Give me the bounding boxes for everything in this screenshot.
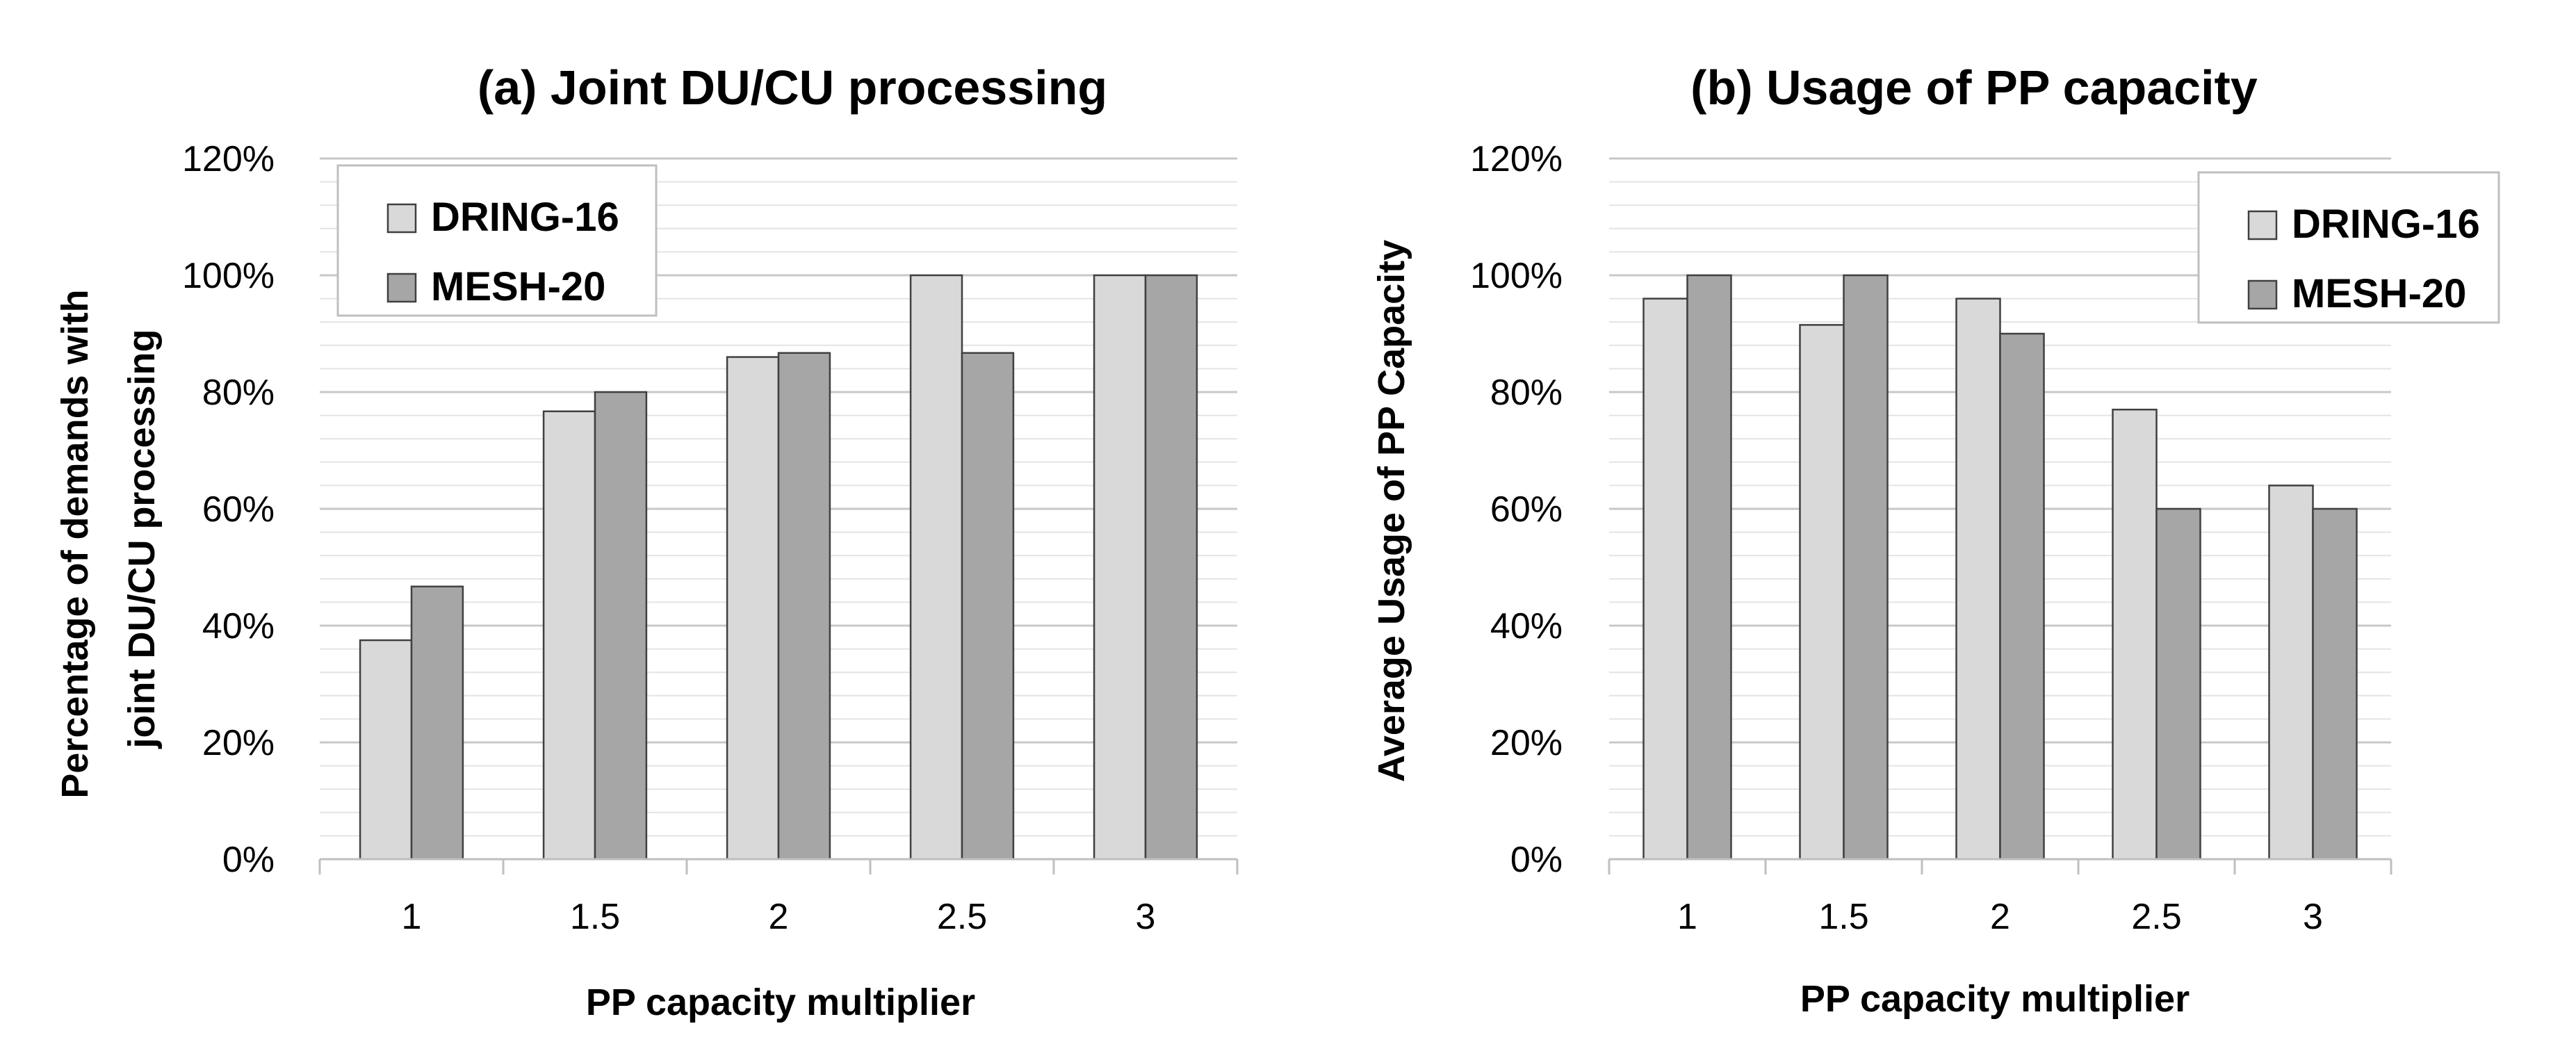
y-tick-label: 20% — [1490, 723, 1563, 763]
x-tick-label: 2 — [769, 897, 789, 937]
bar-mesh-20 — [594, 391, 648, 861]
chart-b-x-axis-label: PP capacity multiplier — [1800, 978, 2190, 1020]
y-tick-label: 40% — [202, 606, 275, 646]
legend-swatch — [2247, 279, 2278, 310]
legend-label: MESH-20 — [431, 264, 605, 309]
y-tick-label: 20% — [202, 723, 275, 763]
chart-b-legend: DRING-16 MESH-20 — [2197, 171, 2500, 324]
y-tick-label: 80% — [1490, 373, 1563, 413]
bar-mesh-20 — [777, 352, 831, 861]
legend-swatch — [386, 272, 417, 303]
x-tick-label: 2 — [1990, 897, 2010, 937]
bar-dring-16 — [909, 274, 963, 861]
bar-dring-16 — [542, 410, 596, 861]
y-tick-label: 0% — [222, 840, 275, 880]
chart-a-bars — [359, 274, 1198, 861]
y-tick-label: 60% — [202, 489, 275, 530]
y-tick-label: 100% — [182, 256, 275, 296]
chart-b-y-ticks: 0% 20% 40% 60% 80% 100% 120% — [1470, 139, 1563, 880]
bar-dring-16 — [1093, 274, 1147, 861]
x-tick-label: 3 — [1136, 897, 1156, 937]
chart-b-x-axis: 1 1.5 2 2.5 3 — [1608, 858, 2392, 937]
y-tick-label: 60% — [1490, 489, 1563, 530]
bar-dring-16 — [359, 639, 413, 861]
y-tick-label: 80% — [202, 373, 275, 413]
x-tick-label: 2.5 — [2131, 897, 2181, 937]
x-tick-label: 2.5 — [937, 897, 987, 937]
y-tick-label: 120% — [182, 139, 275, 179]
chart-a-x-axis: 1 1.5 2 2.5 3 — [318, 858, 1239, 937]
x-tick-label: 1.5 — [1818, 897, 1868, 937]
chart-a-y-ticks: 0% 20% 40% 60% 80% 100% 120% — [182, 139, 275, 880]
bar-mesh-20 — [1999, 332, 2045, 861]
bar-dring-16 — [2268, 485, 2314, 861]
bar-mesh-20 — [2155, 507, 2201, 861]
y-tick-label: 40% — [1490, 606, 1563, 646]
bar-mesh-20 — [1843, 274, 1889, 861]
legend-swatch — [386, 203, 417, 234]
bar-dring-16 — [2112, 408, 2158, 861]
y-tick-label: 120% — [1470, 139, 1563, 179]
x-tick-label: 1 — [1677, 897, 1697, 937]
bar-mesh-20 — [961, 352, 1015, 861]
x-tick-label: 3 — [2303, 897, 2323, 937]
bar-mesh-20 — [1144, 274, 1198, 861]
chart-b: (b) Usage of PP capacity 0% 20% 40% 60% 80% 1… — [1371, 60, 2500, 1020]
bar-mesh-20 — [2312, 507, 2358, 861]
x-tick-label: 1.5 — [570, 897, 620, 937]
chart-b-bars — [1642, 274, 2358, 861]
bar-mesh-20 — [1686, 274, 1732, 861]
legend-label: DRING-16 — [2292, 202, 2480, 247]
x-tick-label: 1 — [402, 897, 422, 937]
chart-b-title: (b) Usage of PP capacity — [1690, 60, 2258, 115]
legend-label: DRING-16 — [431, 195, 619, 240]
chart-a-x-axis-label: PP capacity multiplier — [586, 982, 975, 1023]
legend-swatch — [2247, 210, 2278, 241]
chart-a-y-axis-label: Percentage of demands with joint DU/CU p… — [54, 279, 163, 798]
chart-b-y-axis-label: Average Usage of PP Capacity — [1371, 240, 1412, 782]
chart-a-title: (a) Joint DU/CU processing — [478, 60, 1107, 115]
chart-a: (a) Joint DU/CU processing 0% 20% 40% 60% 80… — [54, 60, 1239, 1023]
y-tick-label: 100% — [1470, 256, 1563, 296]
bar-dring-16 — [726, 356, 780, 861]
y-tick-label: 0% — [1510, 840, 1563, 880]
bar-dring-16 — [1799, 324, 1845, 861]
bar-dring-16 — [1642, 298, 1688, 861]
bar-dring-16 — [1955, 298, 2001, 861]
chart-a-legend: DRING-16 MESH-20 — [336, 164, 658, 317]
legend-label: MESH-20 — [2292, 271, 2466, 316]
bar-mesh-20 — [410, 585, 464, 861]
